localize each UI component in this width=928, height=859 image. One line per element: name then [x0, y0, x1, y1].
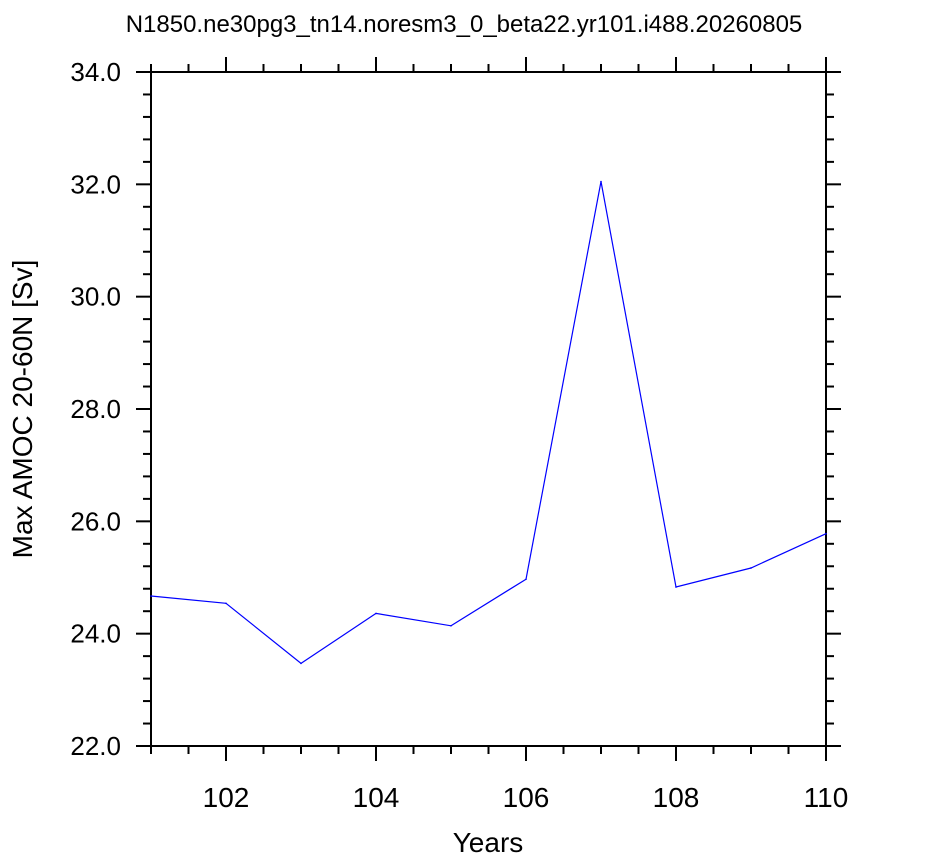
- x-tick-label: 102: [203, 782, 250, 813]
- x-tick-labels: 102 104 106 108 110: [203, 782, 849, 813]
- data-point: [600, 180, 602, 183]
- data-point: [825, 532, 827, 535]
- data-point: [375, 612, 377, 615]
- axis-ticks: [136, 57, 841, 761]
- x-tick-label: 104: [353, 782, 400, 813]
- data-point: [150, 595, 152, 597]
- chart-title: N1850.ne30pg3_tn14.noresm3_0_beta22.yr10…: [126, 11, 803, 38]
- y-tick-label: 32.0: [70, 169, 121, 199]
- y-tick-label: 30.0: [70, 282, 121, 312]
- data-point: [750, 567, 752, 569]
- y-tick-label: 24.0: [70, 619, 121, 649]
- data-point: [225, 602, 227, 605]
- y-axis-label: Max AMOC 20-60N [Sv]: [7, 260, 38, 559]
- x-tick-label: 110: [804, 782, 849, 813]
- series-line: [150, 181, 827, 665]
- y-tick-label: 22.0: [70, 731, 121, 761]
- x-tick-label: 108: [653, 782, 700, 813]
- plot-frame: [150, 71, 827, 747]
- x-tick-label: 106: [503, 782, 550, 813]
- data-point: [525, 578, 527, 580]
- y-tick-label: 34.0: [70, 57, 121, 87]
- y-tick-label: 28.0: [70, 394, 121, 424]
- data-points: [150, 180, 827, 665]
- y-tick-label: 26.0: [70, 506, 121, 536]
- data-point: [450, 625, 452, 627]
- y-tick-labels: 22.0 24.0 26.0 28.0 30.0 32.0 34.0: [70, 57, 121, 761]
- data-point: [675, 586, 677, 588]
- data-point: [300, 662, 302, 665]
- x-axis-label: Years: [453, 827, 524, 858]
